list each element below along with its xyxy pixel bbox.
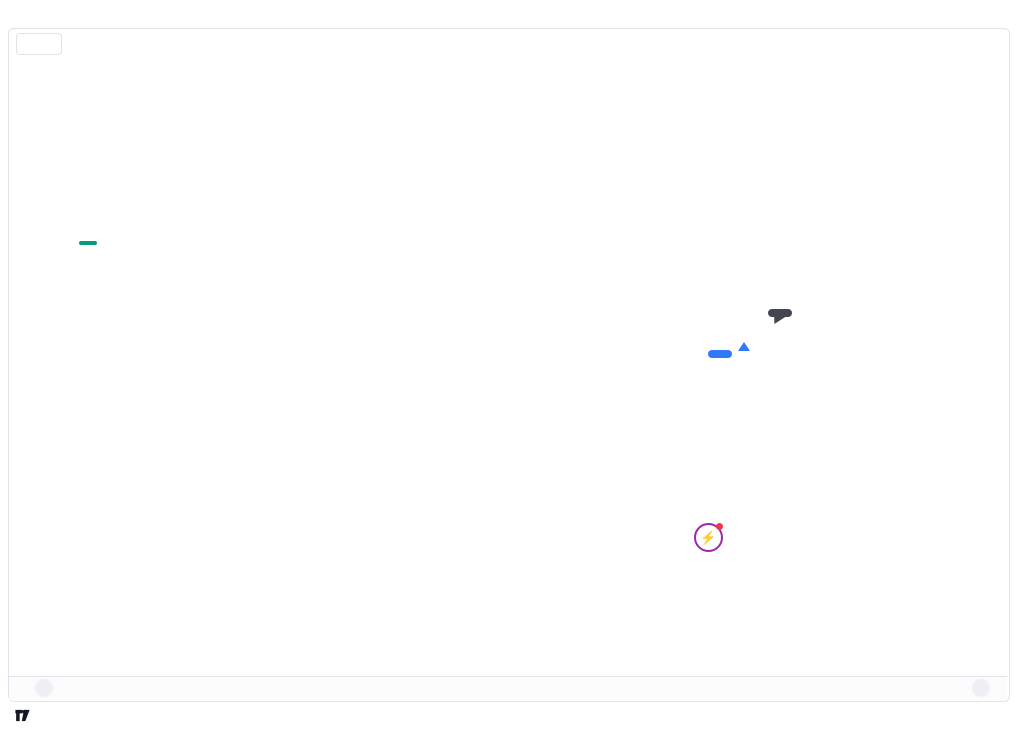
adjust-button[interactable] bbox=[972, 679, 990, 697]
timezone-button[interactable] bbox=[35, 679, 53, 697]
lightning-icon: ⚡ bbox=[700, 529, 717, 545]
notification-dot bbox=[716, 523, 723, 530]
time-axis[interactable] bbox=[9, 676, 1007, 700]
tradingview-logo[interactable] bbox=[14, 707, 37, 724]
flash-idea-icon[interactable]: ⚡ bbox=[694, 523, 723, 552]
check-mtf-note[interactable] bbox=[768, 309, 792, 317]
currency-toggle-button[interactable] bbox=[16, 33, 62, 55]
tradingview-logo-icon bbox=[15, 709, 30, 722]
poc-callout[interactable] bbox=[708, 342, 750, 358]
chart-card bbox=[8, 28, 1010, 702]
symbol-price-flag bbox=[79, 241, 97, 245]
